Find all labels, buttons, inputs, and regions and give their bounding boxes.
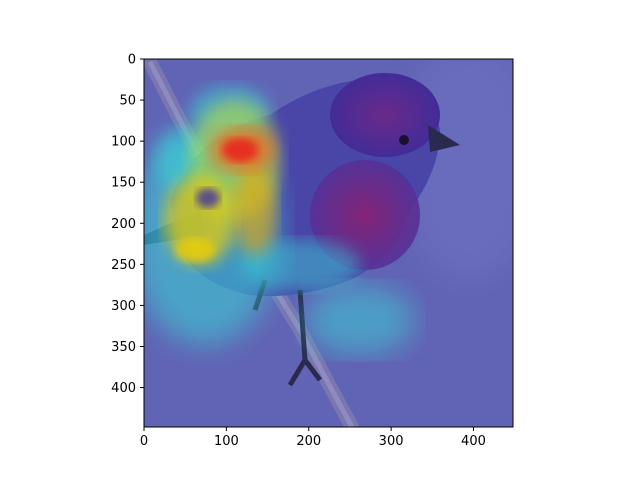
y-tick-label: 0 bbox=[128, 53, 136, 68]
bird-eye bbox=[399, 135, 409, 145]
y-tick-label: 400 bbox=[111, 381, 136, 396]
bird-breast bbox=[310, 160, 420, 270]
x-tick-label: 0 bbox=[140, 434, 148, 449]
plot-frame bbox=[143, 58, 514, 428]
heatmap-overlay bbox=[144, 85, 415, 355]
bird-head bbox=[330, 73, 440, 157]
x-axis: 0 100 200 300 400 bbox=[140, 427, 486, 449]
y-tick-label: 100 bbox=[111, 135, 136, 150]
x-tick-label: 200 bbox=[296, 434, 321, 449]
y-tick-label: 350 bbox=[111, 340, 136, 355]
y-tick-label: 150 bbox=[111, 176, 136, 191]
bird-beak bbox=[428, 125, 460, 152]
y-tick-label: 200 bbox=[111, 217, 136, 232]
x-tick-label: 100 bbox=[214, 434, 239, 449]
image-area bbox=[144, 59, 513, 427]
x-tick-label: 400 bbox=[461, 434, 486, 449]
y-tick-label: 50 bbox=[119, 94, 136, 109]
x-tick-label: 300 bbox=[379, 434, 404, 449]
y-axis: 0 50 100 150 200 250 300 350 400 bbox=[111, 53, 144, 396]
y-tick-label: 300 bbox=[111, 299, 136, 314]
y-tick-label: 250 bbox=[111, 258, 136, 273]
